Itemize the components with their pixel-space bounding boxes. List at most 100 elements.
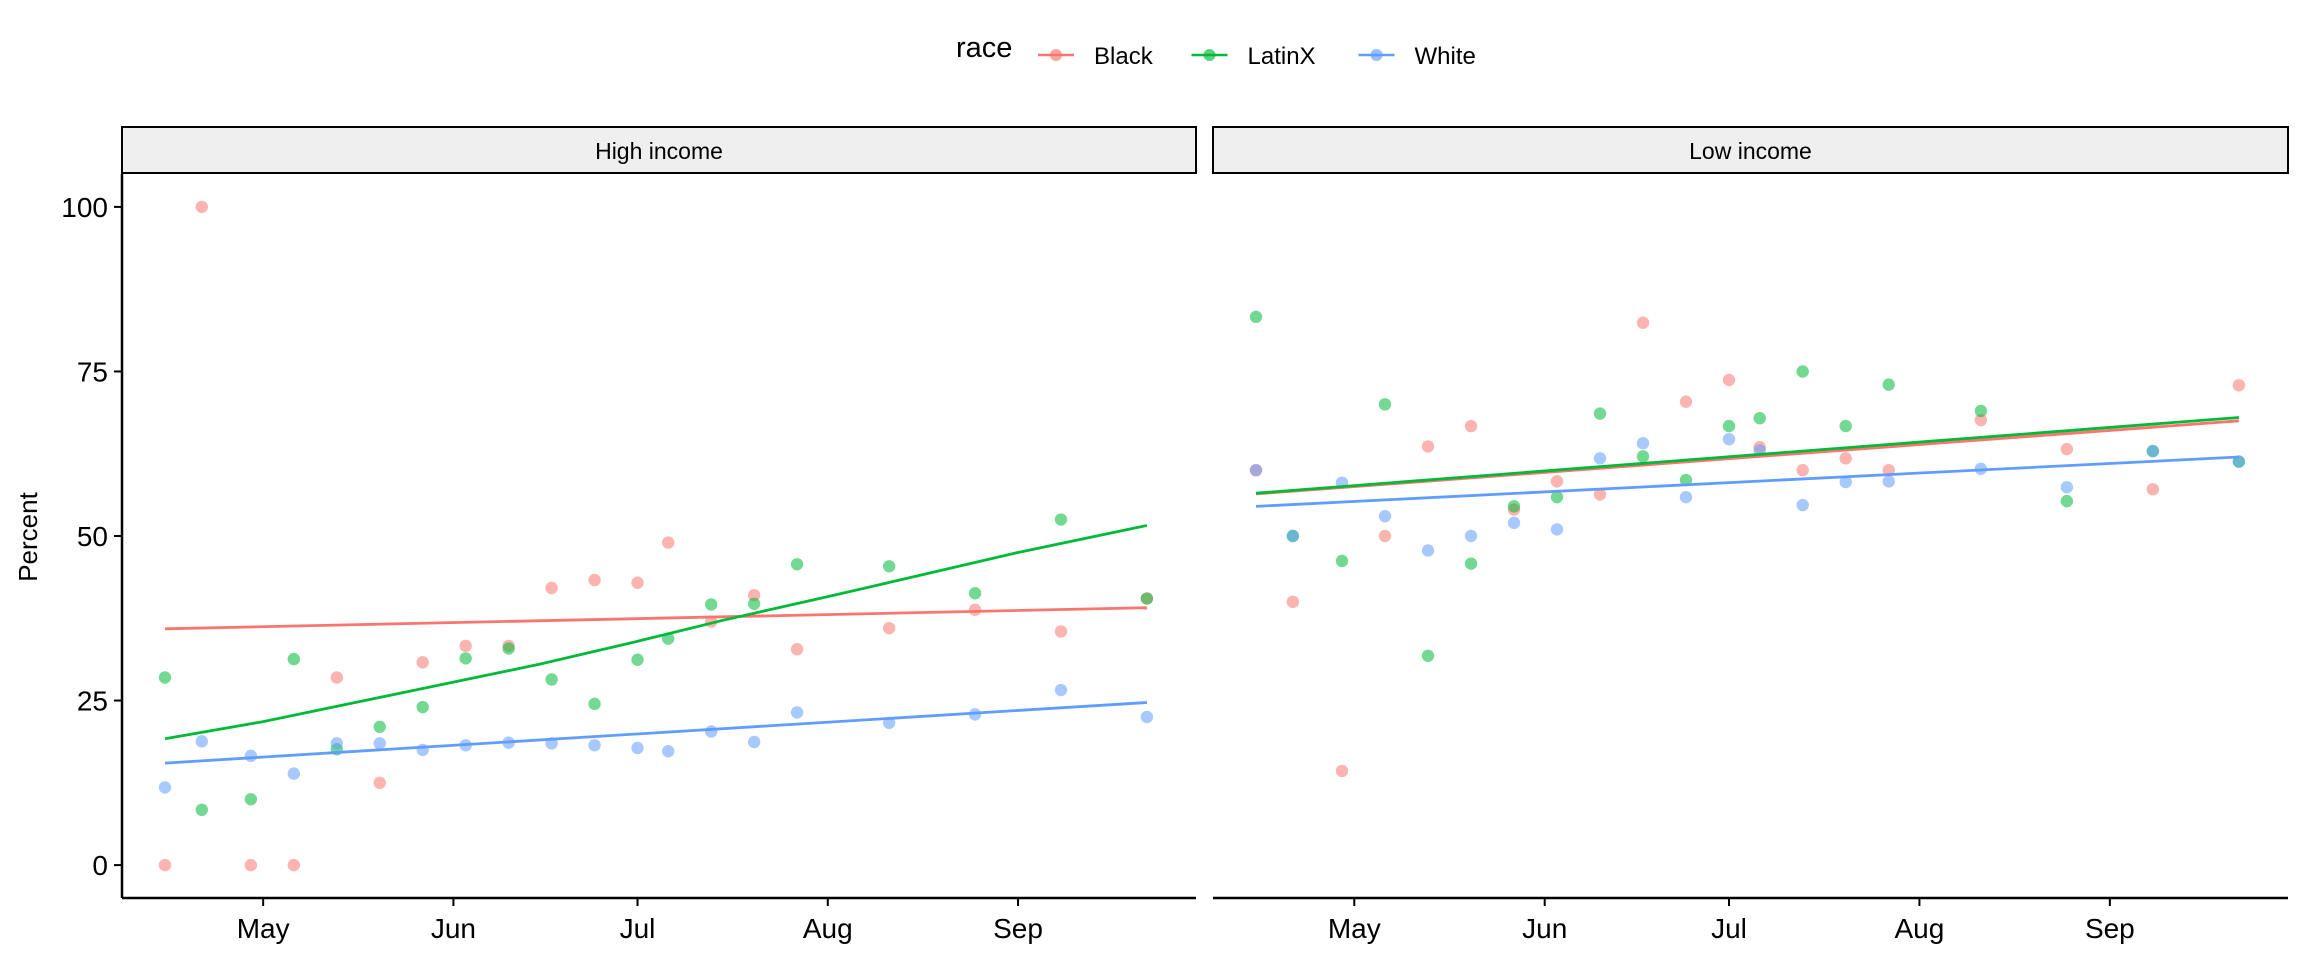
data-point	[1550, 475, 1564, 488]
data-point	[968, 587, 982, 600]
data-point	[1636, 316, 1650, 329]
data-point	[158, 671, 172, 684]
legend: race Black LatinX White	[956, 32, 1476, 70]
data-point	[1378, 529, 1392, 543]
y-axis-label: Percent	[13, 491, 43, 581]
y-tick-label: 0	[92, 850, 108, 881]
data-point	[704, 598, 718, 611]
data-point	[1335, 554, 1349, 568]
data-point	[1140, 592, 1154, 605]
data-point	[2232, 379, 2246, 392]
panel-high-income: High income May Jun Jul Aug Sep	[120, 126, 1197, 944]
data-point	[662, 745, 675, 758]
data-point	[1335, 764, 1349, 778]
data-point	[2060, 481, 2074, 494]
panels: High income May Jun Jul Aug Sep Low income May J…	[120, 126, 2289, 944]
data-point	[1249, 310, 1263, 324]
legend-title: race	[956, 32, 1012, 64]
data-point	[790, 558, 804, 571]
legend-label: Black	[1094, 43, 1154, 70]
data-point	[1796, 365, 1809, 378]
data-point	[1593, 488, 1607, 501]
data-point	[968, 603, 982, 616]
data-point	[1974, 413, 1988, 427]
data-point	[1636, 450, 1650, 463]
data-point	[1054, 513, 1068, 526]
data-point	[1507, 500, 1521, 513]
data-point	[2060, 442, 2074, 456]
data-point	[747, 597, 761, 610]
legend-key-point	[1203, 49, 1216, 61]
data-point	[588, 739, 601, 752]
series-white	[1249, 433, 2246, 557]
data-point	[1421, 544, 1435, 557]
data-point	[1550, 523, 1564, 536]
x-tick-label: Jul	[1711, 913, 1747, 944]
data-point	[631, 741, 644, 755]
data-point	[1378, 510, 1392, 523]
x-tick-label: Jun	[431, 913, 476, 944]
data-point	[1421, 649, 1435, 662]
data-point	[158, 781, 172, 794]
data-point	[1722, 373, 1736, 387]
data-point	[1593, 452, 1607, 465]
x-tick-label: Sep	[2085, 913, 2135, 944]
trend-line-white	[1255, 455, 2239, 508]
data-point	[244, 749, 258, 763]
data-point	[1286, 529, 1300, 543]
data-point	[1974, 404, 1988, 418]
data-point	[588, 697, 601, 711]
data-point	[1839, 452, 1852, 465]
data-point	[1464, 419, 1478, 433]
data-point	[545, 673, 558, 686]
data-point	[158, 858, 172, 872]
data-point	[287, 767, 301, 780]
data-point	[588, 573, 601, 587]
data-point	[459, 652, 472, 665]
data-point	[747, 589, 761, 602]
data-point	[502, 642, 515, 655]
data-point	[244, 858, 258, 872]
facet-strip	[1212, 126, 2289, 174]
data-point	[416, 700, 429, 714]
data-point	[1507, 516, 1521, 530]
data-point	[1882, 475, 1895, 488]
data-point	[1249, 463, 1263, 477]
data-point	[662, 536, 675, 549]
trend-line-white	[164, 701, 1147, 765]
data-point	[2060, 494, 2074, 508]
data-point	[1286, 595, 1300, 609]
data-point	[1054, 625, 1068, 638]
data-point	[1550, 490, 1564, 504]
trend-line-black	[164, 606, 1147, 631]
data-point	[1679, 395, 1693, 408]
data-point	[195, 803, 208, 817]
x-tick-label: Aug	[1895, 913, 1945, 944]
data-point	[195, 735, 208, 748]
data-point	[1378, 398, 1392, 411]
data-point	[790, 706, 804, 719]
data-point	[373, 737, 386, 750]
data-point	[545, 581, 558, 595]
data-point	[373, 776, 386, 790]
data-point	[1636, 436, 1650, 450]
x-tick-label: Sep	[993, 913, 1043, 944]
data-point	[330, 671, 343, 684]
x-tick-label: Aug	[803, 913, 853, 944]
data-point	[1054, 683, 1068, 697]
data-point	[416, 656, 429, 669]
legend-entry-white: White	[1358, 43, 1476, 70]
facet-strip	[121, 126, 1197, 174]
data-point	[1839, 475, 1852, 489]
data-point	[195, 200, 208, 214]
y-axis: 0 25 50 75 100	[61, 192, 122, 881]
trend-line-latinx	[1255, 416, 2240, 495]
data-point	[1882, 378, 1895, 391]
data-point	[2146, 483, 2160, 496]
data-point	[631, 653, 644, 666]
data-point	[882, 621, 896, 635]
data-point	[1753, 411, 1766, 425]
y-tick-label: 100	[61, 192, 108, 223]
data-point	[631, 576, 644, 589]
data-point	[244, 793, 258, 806]
